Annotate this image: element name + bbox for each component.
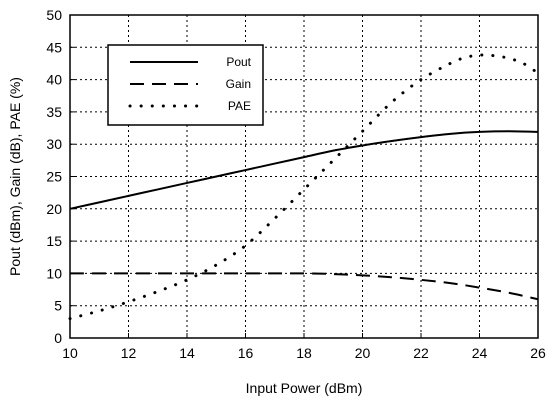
y-tick-label: 10 [46, 265, 62, 281]
x-tick-label: 22 [413, 345, 429, 361]
legend-label-gain: Gain [226, 77, 251, 91]
x-tick-label: 12 [121, 345, 137, 361]
y-tick-label: 35 [46, 104, 62, 120]
x-tick-label: 14 [179, 345, 195, 361]
grid [70, 15, 538, 338]
y-axis-label: Pout (dBm), Gain (dB), PAE (%) [7, 77, 23, 276]
x-tick-label: 20 [355, 345, 371, 361]
series-line-pout [69, 130, 539, 210]
y-tick-label: 20 [46, 201, 62, 217]
legend-label-pout: Pout [226, 55, 251, 69]
y-tick-label: 0 [54, 330, 62, 346]
x-tick-label: 26 [530, 345, 546, 361]
legend-label-pae: PAE [228, 99, 251, 113]
y-tick-label: 30 [46, 136, 62, 152]
tick-labels: 10 12 14 16 18 20 22 24 26 0 5 10 15 20 25 30 35 40 45 50 [46, 7, 546, 361]
legend: Pout Gain PAE [107, 44, 264, 126]
y-tick-label: 50 [46, 7, 62, 23]
series-group [68, 53, 540, 321]
x-tick-label: 16 [238, 345, 254, 361]
x-tick-label: 10 [62, 345, 78, 361]
y-tick-label: 5 [54, 298, 62, 314]
y-tick-label: 45 [46, 39, 62, 55]
x-axis-label: Input Power (dBm) [246, 380, 363, 396]
series-line-gain [69, 272, 539, 301]
y-tick-label: 25 [46, 169, 62, 185]
x-tick-label: 24 [472, 345, 488, 361]
y-tick-label: 40 [46, 72, 62, 88]
series-line-pae [68, 53, 540, 321]
x-tick-label: 18 [296, 345, 312, 361]
y-tick-label: 15 [46, 233, 62, 249]
